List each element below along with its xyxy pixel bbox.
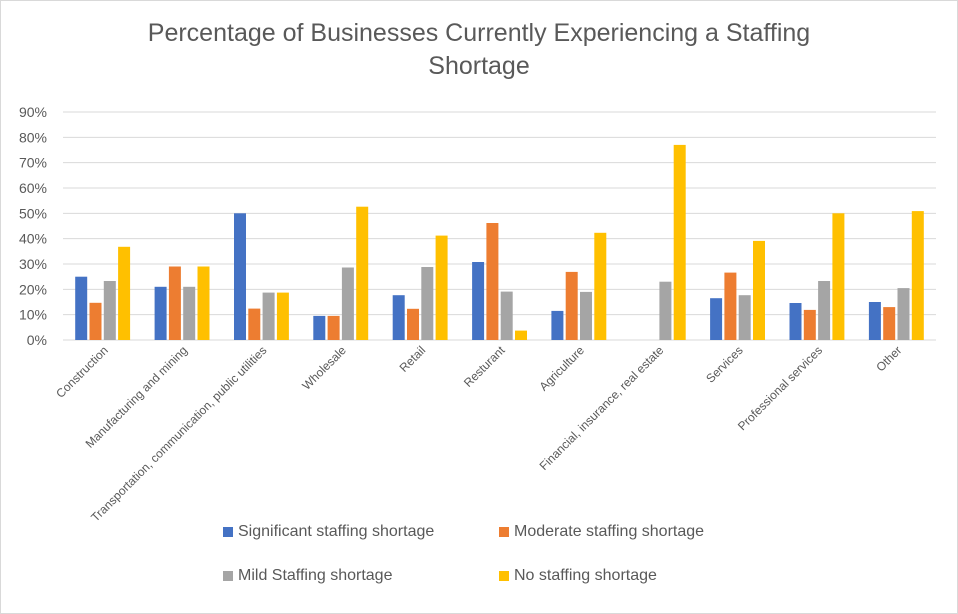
- bar-agriculture-significant-staffing-shortage: [551, 310, 564, 340]
- bar-wholesale-moderate-staffing-shortage: [327, 315, 340, 340]
- x-label-wholesale: Wholesale: [299, 343, 349, 393]
- bar-construction-mild-staffing-shortage: [103, 281, 116, 340]
- bar-other-moderate-staffing-shortage: [883, 307, 896, 340]
- bar-agriculture-mild-staffing-shortage: [580, 291, 592, 340]
- legend-label-mild: Mild Staffing shortage: [238, 567, 393, 584]
- y-tick-label: 50%: [19, 205, 47, 221]
- legend-label-moderate: Moderate staffing shortage: [514, 523, 705, 540]
- bar-retail-significant-staffing-shortage: [392, 295, 405, 340]
- x-label-services: Services: [703, 343, 745, 385]
- bar-construction-no-staffing-shortage: [118, 246, 131, 340]
- bar-services-moderate-staffing-shortage: [724, 272, 737, 340]
- x-label-construction: Construction: [53, 343, 111, 401]
- x-label-agriculture: Agriculture: [537, 343, 588, 394]
- bar-professional-services-moderate-staffing-shortage: [803, 309, 816, 340]
- y-tick-label: 90%: [19, 104, 47, 120]
- bars: [75, 144, 924, 340]
- x-label-other: Other: [873, 343, 904, 374]
- bar-retail-no-staffing-shortage: [435, 235, 448, 340]
- bar-manufacturing-and-mining-mild-staffing-shortage: [183, 286, 196, 340]
- bar-transportation-communication-public-utilities-significant-staffing-shortage: [234, 213, 246, 340]
- x-label-professional-services: Professional services: [735, 343, 825, 433]
- bar-financial-insurance-real-estate-no-staffing-shortage: [673, 144, 686, 340]
- bar-wholesale-significant-staffing-shortage: [313, 315, 326, 340]
- bar-wholesale-mild-staffing-shortage: [341, 267, 354, 340]
- bar-services-significant-staffing-shortage: [710, 298, 723, 340]
- bar-services-mild-staffing-shortage: [738, 295, 751, 340]
- bar-agriculture-no-staffing-shortage: [594, 232, 607, 340]
- x-label-financial-insurance-real-estate: Financial, insurance, real estate: [537, 343, 667, 473]
- bar-resturant-moderate-staffing-shortage: [486, 223, 499, 340]
- bar-wholesale-no-staffing-shortage: [356, 206, 369, 340]
- legend-label-significant: Significant staffing shortage: [238, 523, 435, 540]
- y-axis-ticks: 0% 10% 20% 30% 40% 50% 60% 70% 80% 90%: [19, 104, 47, 348]
- bar-retail-moderate-staffing-shortage: [407, 308, 419, 340]
- bar-manufacturing-and-mining-significant-staffing-shortage: [154, 286, 167, 340]
- bar-professional-services-significant-staffing-shortage: [789, 303, 802, 340]
- bar-agriculture-moderate-staffing-shortage: [565, 271, 578, 340]
- bar-other-mild-staffing-shortage: [897, 288, 910, 340]
- bar-resturant-mild-staffing-shortage: [500, 291, 513, 340]
- x-label-transportation-communication-public-utilities: Transportation, communication, public ut…: [88, 343, 269, 524]
- x-label-retail: Retail: [397, 343, 429, 375]
- gridlines: [63, 111, 936, 341]
- y-tick-label: 60%: [19, 180, 47, 196]
- bar-retail-mild-staffing-shortage: [421, 267, 434, 340]
- legend-item-none[interactable]: No staffing shortage: [499, 567, 657, 585]
- bar-resturant-significant-staffing-shortage: [472, 262, 485, 340]
- legend-swatch-none: [499, 571, 509, 581]
- chart-title-line-1: Percentage of Businesses Currently Exper…: [147, 19, 811, 47]
- y-tick-label: 40%: [19, 231, 47, 247]
- legend-swatch-moderate: [499, 527, 509, 537]
- y-tick-label: 20%: [19, 281, 47, 297]
- bar-manufacturing-and-mining-moderate-staffing-shortage: [168, 266, 181, 340]
- legend-item-significant[interactable]: Significant staffing shortage: [223, 523, 434, 541]
- y-tick-label: 10%: [19, 307, 47, 323]
- bar-transportation-communication-public-utilities-no-staffing-shortage: [276, 292, 289, 340]
- bar-services-no-staffing-shortage: [753, 240, 765, 340]
- bar-transportation-communication-public-utilities-moderate-staffing-shortage: [248, 308, 261, 340]
- bar-transportation-communication-public-utilities-mild-staffing-shortage: [262, 292, 275, 340]
- y-tick-label: 30%: [19, 256, 47, 272]
- legend-label-none: No staffing shortage: [514, 567, 657, 584]
- bar-financial-insurance-real-estate-mild-staffing-shortage: [659, 281, 672, 340]
- bar-construction-moderate-staffing-shortage: [89, 302, 102, 340]
- bar-other-no-staffing-shortage: [911, 211, 924, 340]
- legend-item-moderate[interactable]: Moderate staffing shortage: [499, 523, 704, 541]
- legend-swatch-mild: [223, 571, 233, 581]
- bar-professional-services-no-staffing-shortage: [832, 213, 845, 340]
- chart-title-line-2: Shortage: [428, 52, 530, 80]
- chart-title: Percentage of Businesses Currently Exper…: [1, 17, 957, 83]
- bar-manufacturing-and-mining-no-staffing-shortage: [197, 266, 210, 340]
- bar-professional-services-mild-staffing-shortage: [818, 281, 831, 340]
- y-tick-label: 80%: [19, 129, 47, 145]
- bar-resturant-no-staffing-shortage: [515, 330, 527, 340]
- x-label-resturant: Resturant: [461, 343, 508, 390]
- bar-other-significant-staffing-shortage: [868, 302, 881, 340]
- legend-item-mild[interactable]: Mild Staffing shortage: [223, 567, 392, 585]
- y-tick-label: 0%: [27, 332, 47, 348]
- legend-swatch-significant: [223, 527, 233, 537]
- y-tick-label: 70%: [19, 155, 47, 171]
- bar-construction-significant-staffing-shortage: [75, 276, 88, 340]
